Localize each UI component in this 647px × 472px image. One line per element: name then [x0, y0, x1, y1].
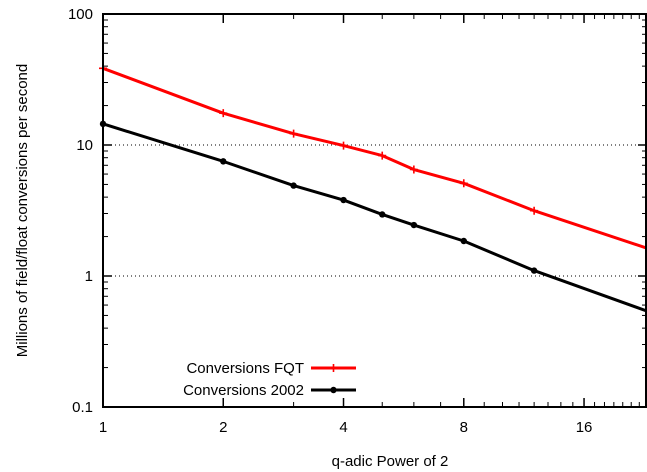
series-2 [99, 120, 647, 313]
data-point [378, 151, 387, 160]
data-point [340, 196, 347, 204]
data-point [379, 211, 386, 218]
x-axis-title: q-adic Power of 2 [332, 453, 449, 470]
grid-lines [103, 144, 647, 277]
data-point [290, 182, 297, 189]
data-point [530, 267, 538, 274]
series-1 [99, 64, 647, 250]
x-tick-label-3: 8 [460, 419, 468, 436]
plot-frame [102, 13, 647, 408]
data-point [219, 109, 228, 118]
axis-ticks: 0.1 1 10 100 1 2 4 8 16 [68, 6, 647, 436]
data-point [459, 179, 468, 188]
x-tick-label-2: 4 [339, 419, 347, 436]
series-line-2 [102, 122, 647, 313]
data-point [410, 221, 418, 229]
legend-marker-1 [329, 364, 338, 372]
legend: Conversions FQT Conversions 2002 [183, 360, 356, 399]
data-point [289, 129, 298, 138]
y-tick-label-0: 0.1 [72, 399, 93, 416]
legend-label-2: Conversions 2002 [183, 382, 304, 399]
y-tick-label-1: 1 [85, 268, 93, 285]
legend-marker-2 [330, 386, 337, 394]
x-tick-label-4: 16 [576, 419, 593, 436]
x-tick-label-1: 2 [219, 419, 227, 436]
data-point [530, 206, 539, 215]
data-point [460, 237, 467, 245]
data-point [409, 165, 418, 174]
y-tick-label-3: 100 [68, 6, 93, 23]
series-layer [99, 64, 647, 313]
data-point [220, 158, 227, 165]
data-point [339, 141, 348, 150]
y-axis-title: Millions of field/float conversions per … [14, 64, 31, 357]
series-line-1 [102, 66, 647, 250]
legend-label-1: Conversions FQT [186, 360, 304, 377]
x-tick-label-0: 1 [99, 419, 107, 436]
y-tick-label-2: 10 [76, 137, 93, 154]
